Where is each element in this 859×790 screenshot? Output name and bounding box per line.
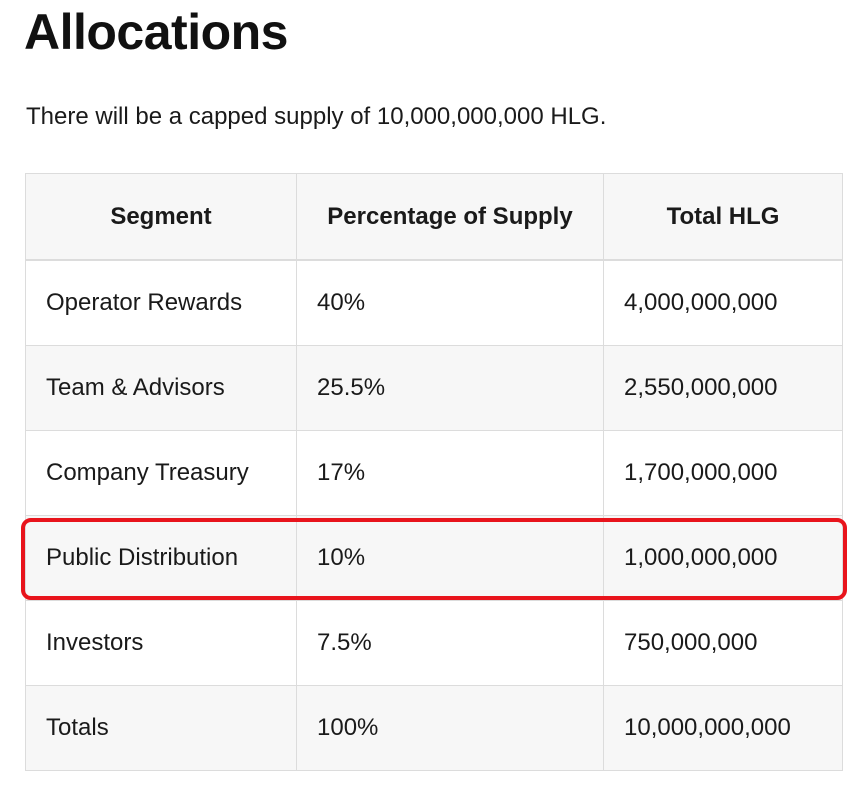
cell-segment: Company Treasury (25, 430, 297, 516)
table-row: Company Treasury 17% 1,700,000,000 (25, 430, 843, 516)
table-row: Investors 7.5% 750,000,000 (25, 600, 843, 686)
cell-total: 1,000,000,000 (603, 515, 843, 601)
cell-percentage: 17% (296, 430, 604, 516)
header-percentage: Percentage of Supply (296, 173, 604, 261)
header-segment: Segment (25, 173, 297, 261)
table-row-totals: Totals 100% 10,000,000,000 (25, 685, 843, 771)
cell-total: 750,000,000 (603, 600, 843, 686)
cell-segment: Totals (25, 685, 297, 771)
cell-percentage: 40% (296, 259, 604, 346)
cell-total: 2,550,000,000 (603, 345, 843, 431)
cell-segment: Public Distribution (25, 515, 297, 601)
cell-segment: Investors (25, 600, 297, 686)
allocations-table-container: Segment Percentage of Supply Total HLG O… (25, 173, 843, 771)
allocations-table: Segment Percentage of Supply Total HLG O… (25, 173, 843, 771)
cell-segment: Operator Rewards (25, 259, 297, 346)
supply-description: There will be a capped supply of 10,000,… (26, 103, 607, 130)
page-title: Allocations (24, 4, 288, 60)
cell-segment: Team & Advisors (25, 345, 297, 431)
table-row-highlighted: Public Distribution 10% 1,000,000,000 (25, 515, 843, 601)
cell-percentage: 10% (296, 515, 604, 601)
table-header-row: Segment Percentage of Supply Total HLG (25, 173, 843, 261)
table-row: Team & Advisors 25.5% 2,550,000,000 (25, 345, 843, 431)
cell-percentage: 25.5% (296, 345, 604, 431)
header-total-hlg: Total HLG (603, 173, 843, 261)
cell-total: 1,700,000,000 (603, 430, 843, 516)
table-row: Operator Rewards 40% 4,000,000,000 (25, 259, 843, 346)
cell-percentage: 7.5% (296, 600, 604, 686)
cell-percentage: 100% (296, 685, 604, 771)
cell-total: 10,000,000,000 (603, 685, 843, 771)
cell-total: 4,000,000,000 (603, 259, 843, 346)
